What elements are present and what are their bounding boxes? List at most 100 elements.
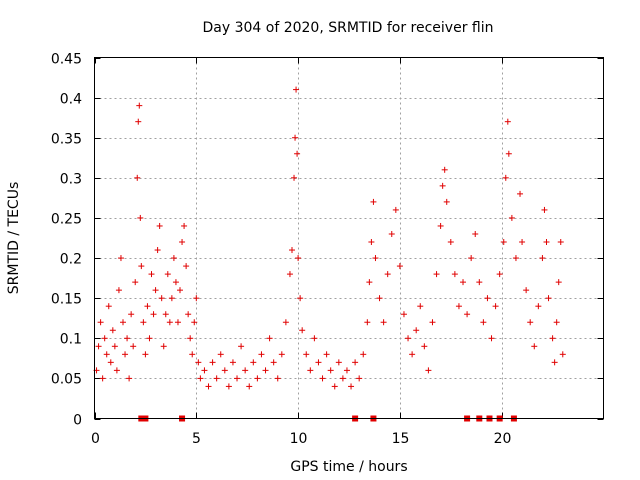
y-tick-label: 0.4	[60, 92, 82, 108]
data-point	[135, 118, 142, 125]
data-point	[150, 311, 157, 318]
data-point	[292, 134, 299, 141]
data-point	[282, 319, 289, 326]
data-point	[380, 319, 387, 326]
data-point	[541, 206, 548, 213]
data-point	[109, 327, 116, 334]
data-point	[464, 311, 471, 318]
data-point	[460, 279, 467, 286]
data-point	[137, 214, 144, 221]
x-tick-label: 20	[494, 431, 512, 447]
data-point	[429, 319, 436, 326]
data-point	[368, 239, 375, 246]
y-tick-label: 0.25	[51, 212, 82, 228]
data-point	[152, 287, 159, 294]
data-point	[254, 375, 261, 382]
x-tick-label: 5	[192, 431, 201, 447]
data-point	[559, 351, 566, 358]
data-point	[185, 311, 192, 318]
y-tick-label: 0.05	[51, 372, 82, 388]
data-point	[352, 359, 359, 366]
data-point	[299, 327, 306, 334]
data-point	[451, 271, 458, 278]
x-tick-label: 10	[290, 431, 308, 447]
data-point	[335, 359, 342, 366]
data-point	[370, 198, 377, 205]
data-point	[213, 375, 220, 382]
data-point	[250, 359, 257, 366]
data-point	[405, 335, 412, 342]
data-point	[441, 166, 448, 173]
data-point	[291, 174, 298, 181]
data-point	[124, 335, 131, 342]
data-point	[417, 303, 424, 310]
data-point	[189, 351, 196, 358]
data-point	[162, 311, 169, 318]
data-point	[468, 255, 475, 262]
data-point	[138, 263, 145, 270]
data-point	[311, 335, 318, 342]
data-point	[266, 335, 273, 342]
data-point	[447, 239, 454, 246]
data-point	[502, 174, 509, 181]
data-point	[242, 367, 249, 374]
data-point	[205, 383, 212, 390]
data-point	[297, 295, 304, 302]
data-point	[413, 327, 420, 334]
data-point	[103, 351, 110, 358]
y-axis-label: SRMTID / TECUs	[6, 182, 22, 295]
data-point	[197, 375, 204, 382]
data-point	[160, 343, 167, 350]
data-point	[323, 351, 330, 358]
data-point	[229, 359, 236, 366]
data-point	[492, 303, 499, 310]
data-point	[134, 174, 141, 181]
y-axis-ticks: 0 0.05 0.1 0.15 0.2 0.25 0.3 0.35 0.4 0.45	[51, 52, 604, 429]
data-point	[170, 255, 177, 262]
data-points	[93, 86, 566, 422]
data-point	[164, 271, 171, 278]
data-point	[154, 247, 161, 254]
data-point	[488, 335, 495, 342]
data-point	[319, 375, 326, 382]
data-point	[294, 150, 301, 157]
data-point	[217, 351, 224, 358]
data-point	[97, 319, 104, 326]
data-point	[505, 150, 512, 157]
y-tick-label: 0.3	[60, 172, 82, 188]
data-point	[156, 222, 163, 229]
data-point	[543, 239, 550, 246]
data-point	[364, 319, 371, 326]
data-point	[128, 311, 135, 318]
data-point	[307, 367, 314, 374]
data-point	[392, 206, 399, 213]
grid	[94, 57, 604, 419]
data-point	[384, 271, 391, 278]
data-point	[356, 375, 363, 382]
data-point	[140, 319, 147, 326]
data-point	[535, 303, 542, 310]
data-point	[472, 230, 479, 237]
data-point	[278, 351, 285, 358]
y-tick-label: 0.35	[51, 132, 82, 148]
data-point	[115, 287, 122, 294]
data-point	[553, 319, 560, 326]
y-tick-label: 0	[73, 413, 82, 429]
data-point	[433, 271, 440, 278]
data-point	[396, 263, 403, 270]
data-point	[295, 255, 302, 262]
data-point	[122, 351, 129, 358]
data-point	[372, 255, 379, 262]
data-point	[443, 198, 450, 205]
data-point	[400, 311, 407, 318]
data-point	[274, 375, 281, 382]
data-point	[144, 303, 151, 310]
data-point	[388, 230, 395, 237]
data-point	[168, 295, 175, 302]
data-point	[179, 239, 186, 246]
data-point	[221, 367, 228, 374]
data-point	[183, 263, 190, 270]
data-point	[315, 359, 322, 366]
data-point	[270, 359, 277, 366]
